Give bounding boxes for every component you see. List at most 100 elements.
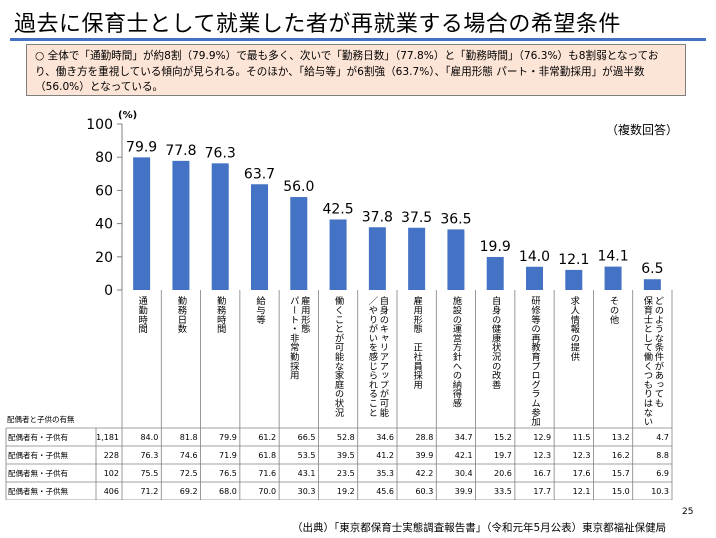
bar-value-label: 79.9 bbox=[126, 139, 157, 155]
category-label: 自身の健康状況の改善 bbox=[490, 295, 502, 389]
y-tick-label: 100 bbox=[86, 117, 113, 133]
category-label: ／やりがいを感じられること bbox=[366, 296, 378, 417]
table-cell: 81.8 bbox=[180, 433, 198, 442]
table-cell: 39.9 bbox=[415, 451, 433, 460]
bar bbox=[329, 219, 347, 290]
bar-value-label: 56.0 bbox=[283, 179, 314, 195]
category-label: 研修等の再教育プログラム参加 bbox=[529, 296, 541, 427]
table-cell: 71.2 bbox=[140, 487, 158, 496]
table-cell: 23.5 bbox=[337, 469, 355, 478]
y-tick-label: 40 bbox=[95, 217, 113, 233]
table-cell: 70.0 bbox=[258, 487, 276, 496]
table-row-label: 配偶者有・子供無 bbox=[8, 450, 68, 460]
table-cell: 45.6 bbox=[376, 487, 394, 496]
y-tick-label: 20 bbox=[95, 250, 113, 266]
table-cell: 61.8 bbox=[258, 451, 276, 460]
bar-value-label: 76.3 bbox=[205, 145, 236, 161]
table-cell: 19.2 bbox=[337, 487, 355, 496]
table-cell: 15.7 bbox=[612, 469, 630, 478]
table-cell: 12.9 bbox=[533, 433, 551, 442]
table-cell: 16.2 bbox=[612, 451, 630, 460]
table-cell: 42.2 bbox=[415, 469, 433, 478]
bar bbox=[604, 266, 622, 290]
bar-value-label: 6.5 bbox=[641, 261, 663, 277]
category-label: 勤務時間 bbox=[215, 295, 227, 334]
table-cell: 74.6 bbox=[180, 451, 198, 460]
category-label: 求人情報の提供 bbox=[568, 295, 580, 362]
bar-value-label: 14.0 bbox=[519, 249, 550, 265]
page-title: 過去に保育士として就業した者が再就業する場合の希望条件 bbox=[14, 12, 621, 37]
table-cell: 60.3 bbox=[415, 487, 433, 496]
table-cell-n: 406 bbox=[104, 487, 119, 496]
chart-bars: 79.9 通勤時間 77.8 勤務日数 76.3 勤務時間 63.7 給与等 56.0 雇用形態パ… bbox=[126, 139, 664, 427]
table-row-label: 配偶者無・子供無 bbox=[8, 486, 68, 496]
table-cell: 8.8 bbox=[656, 451, 669, 460]
bar-value-label: 37.5 bbox=[401, 210, 432, 226]
chart-axes: 0 20 40 60 80 100 (%) bbox=[86, 110, 137, 299]
table-cell: 15.0 bbox=[612, 487, 630, 496]
y-tick-label: 0 bbox=[104, 283, 113, 299]
category-label: 給与等 bbox=[254, 295, 266, 324]
y-tick-label: 80 bbox=[95, 150, 113, 166]
bar-chart: 0 20 40 60 80 100 (%) 79.9 通勤時間 77.8 勤務日数 76.3 勤務時間… bbox=[5, 110, 673, 500]
table-row-label: 配偶者無・子供有 bbox=[8, 468, 68, 478]
table-cell: 19.7 bbox=[494, 451, 512, 460]
category-label: 施設の運営方針への納得感 bbox=[450, 295, 462, 407]
table-cell: 11.5 bbox=[573, 433, 591, 442]
bar bbox=[447, 229, 465, 290]
table-cell: 53.5 bbox=[298, 451, 316, 460]
table-cell: 34.6 bbox=[376, 433, 394, 442]
bar bbox=[211, 163, 229, 290]
bar-value-label: 37.8 bbox=[362, 209, 393, 225]
summary-box: ○ 全体で「通勤時間」が約8割（79.9%）で最も多く、次いで「勤務日数」（77… bbox=[26, 44, 686, 96]
table-cell: 39.5 bbox=[337, 451, 355, 460]
table-cell: 79.9 bbox=[219, 433, 237, 442]
bar-value-label: 14.1 bbox=[597, 249, 628, 265]
bar bbox=[290, 197, 308, 290]
table-cell: 66.5 bbox=[298, 433, 316, 442]
bar-value-label: 36.5 bbox=[440, 211, 471, 227]
bar bbox=[643, 279, 661, 290]
table-cell: 75.5 bbox=[140, 469, 158, 478]
table-cell: 12.3 bbox=[533, 451, 551, 460]
table-cell: 17.6 bbox=[573, 469, 591, 478]
category-label: その他 bbox=[608, 296, 620, 325]
table-cell: 61.2 bbox=[258, 433, 276, 442]
category-label: 勤務日数 bbox=[175, 295, 187, 334]
bar-value-label: 63.7 bbox=[244, 166, 275, 182]
table-cell: 84.0 bbox=[140, 433, 158, 442]
table-cell: 17.7 bbox=[533, 487, 551, 496]
table-cell: 68.0 bbox=[219, 487, 237, 496]
page-number: 25 bbox=[682, 507, 694, 517]
title-underline bbox=[10, 38, 706, 41]
table-cell: 33.5 bbox=[494, 487, 512, 496]
table-cell: 76.5 bbox=[219, 469, 237, 478]
table-cell: 69.2 bbox=[180, 487, 198, 496]
category-label: 保育士として働くつもりはない bbox=[641, 295, 653, 426]
category-label: 雇用形態 正社員採用 bbox=[411, 295, 423, 390]
category-label: 働くことが可能な家庭の状況 bbox=[333, 295, 345, 418]
table-row-label: 配偶者有・子供有 bbox=[8, 432, 68, 442]
bar bbox=[565, 269, 583, 290]
table-cell: 43.1 bbox=[298, 469, 316, 478]
y-axis-unit: (%) bbox=[118, 110, 137, 121]
table-cell: 52.8 bbox=[337, 433, 355, 442]
table-cell: 10.3 bbox=[651, 487, 669, 496]
table-cell: 16.7 bbox=[533, 469, 551, 478]
category-label: パート・非常勤採用 bbox=[288, 296, 300, 381]
bar bbox=[133, 157, 151, 290]
table-cell-n: 1,181 bbox=[96, 433, 119, 442]
table-cell: 4.7 bbox=[656, 433, 669, 442]
source-citation: （出典）「東京都保育士実態調査報告書」（令和元年5月公表）東京都福祉保健局 bbox=[292, 522, 667, 534]
bar-value-label: 77.8 bbox=[165, 143, 196, 159]
bar bbox=[408, 227, 426, 290]
bar-value-label: 19.9 bbox=[480, 239, 511, 255]
table-cell: 12.1 bbox=[573, 487, 591, 496]
multiple-answer-note: （複数回答） bbox=[606, 123, 679, 137]
table-cell: 72.5 bbox=[180, 469, 198, 478]
table-cell: 28.8 bbox=[415, 433, 433, 442]
bar-value-label: 12.1 bbox=[558, 252, 589, 268]
table-cell: 71.6 bbox=[258, 469, 276, 478]
bar bbox=[486, 256, 504, 290]
